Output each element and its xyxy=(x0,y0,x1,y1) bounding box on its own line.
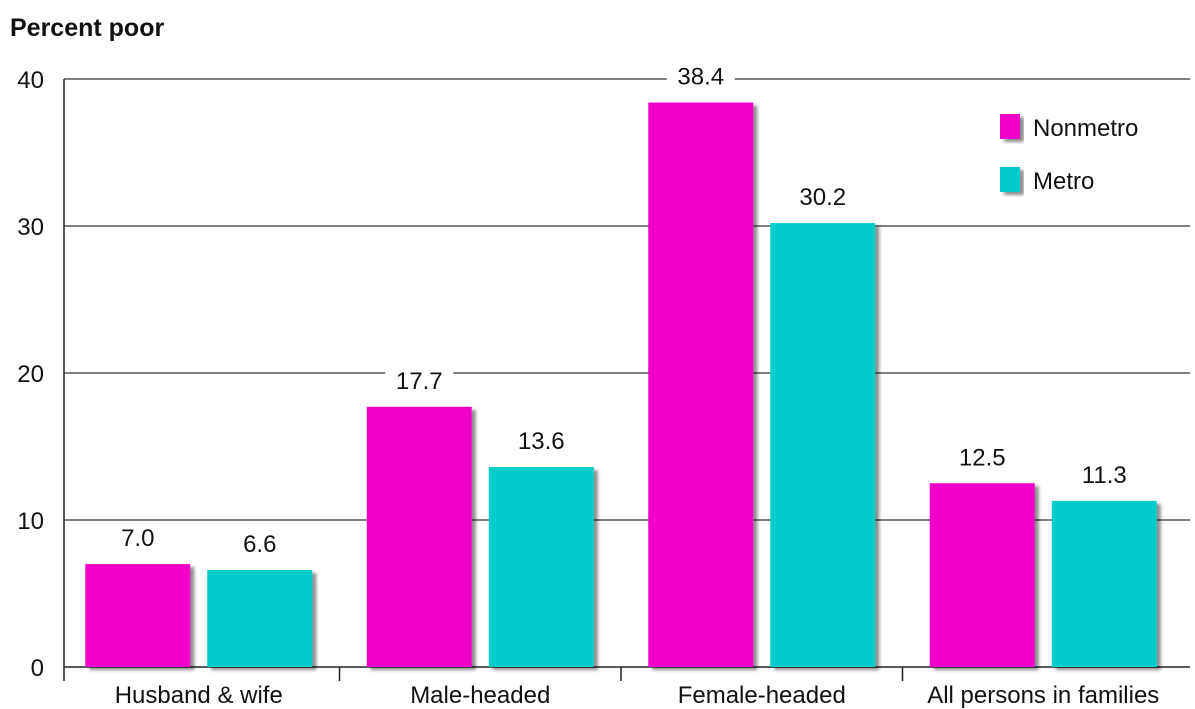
bar-nonmetro-3 xyxy=(929,483,1035,667)
y-tick-label: 20 xyxy=(17,361,44,388)
bar-nonmetro-0 xyxy=(85,564,191,667)
data-label: 17.7 xyxy=(396,368,443,395)
legend-swatch-nonmetro xyxy=(1000,114,1020,139)
data-label-backdrop xyxy=(666,60,735,93)
data-label-backdrop xyxy=(103,522,172,555)
data-label: 13.6 xyxy=(518,428,565,455)
x-category-label: Male-headed xyxy=(410,682,550,709)
bar-metro-1 xyxy=(488,467,594,667)
legend-label-metro: Metro xyxy=(1033,168,1094,195)
legend-swatch-metro xyxy=(1000,167,1020,192)
x-category-label: Female-headed xyxy=(678,682,846,709)
bar-nonmetro-2 xyxy=(648,102,754,667)
y-tick-label: 0 xyxy=(31,655,44,682)
y-tick-label: 30 xyxy=(17,214,44,241)
data-label: 30.2 xyxy=(799,184,846,211)
data-label-backdrop xyxy=(948,441,1017,474)
gridlines xyxy=(64,78,1190,521)
data-label-backdrop xyxy=(1070,458,1139,491)
data-label: 11.3 xyxy=(1082,462,1127,489)
bar-nonmetro-1 xyxy=(366,406,472,667)
y-axis-label: Percent poor xyxy=(10,14,164,42)
data-label: 7.0 xyxy=(121,525,154,552)
x-category-label: All persons in families xyxy=(927,682,1159,709)
x-category-label: Husband & wife xyxy=(115,682,283,709)
data-label-backdrop xyxy=(788,181,857,214)
y-tick-label: 10 xyxy=(17,508,44,535)
bar-metro-2 xyxy=(770,223,876,667)
data-labels: 7.0 6.6 17.7 13.6 38.4 30.2 12.5 11.3 xyxy=(103,60,1139,560)
legend-label-nonmetro: Nonmetro xyxy=(1033,115,1138,142)
bars xyxy=(85,102,1157,667)
data-label: 12.5 xyxy=(959,444,1006,471)
data-label: 38.4 xyxy=(677,64,724,91)
data-label-backdrop xyxy=(225,527,294,560)
axes: 0 10 20 30 40 Husband & wife Male-headed Female… xyxy=(17,67,1190,709)
bar-metro-0 xyxy=(207,569,313,667)
data-label-backdrop xyxy=(507,425,576,458)
data-label-backdrop xyxy=(385,364,454,397)
legend: Nonmetro Metro xyxy=(1000,114,1138,195)
y-tick-label: 40 xyxy=(17,67,44,94)
data-label: 6.6 xyxy=(243,531,276,558)
bar-metro-3 xyxy=(1051,500,1157,667)
